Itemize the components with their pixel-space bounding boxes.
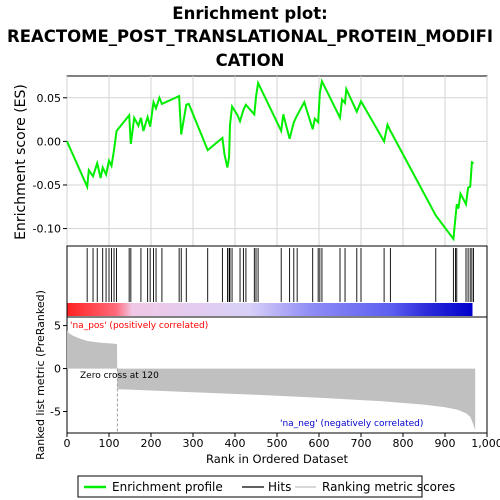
es-y-ticks: 0.05 0.00 -0.05 -0.10 xyxy=(33,92,67,236)
rank-y-ticks: 5 0 -5 xyxy=(50,320,67,419)
zero-cross-label: Zero cross at 120 xyxy=(80,371,159,381)
es-y-axis-label: Enrichment score (ES) xyxy=(13,84,29,240)
chart-title-line1: Enrichment plot: xyxy=(172,4,327,23)
legend-enrichment-label: Enrichment profile xyxy=(112,480,223,494)
ranking-colour-bar xyxy=(67,303,473,316)
rank-y-tick-label: -5 xyxy=(50,406,61,419)
chart-title-line3: CATION xyxy=(216,51,285,70)
x-tick-label: 300 xyxy=(183,437,204,450)
x-tick-label: 100 xyxy=(99,437,120,450)
x-tick-label: 0 xyxy=(64,437,71,450)
es-grid xyxy=(66,76,488,246)
enrichment-profile-line xyxy=(66,78,475,242)
neg-correlated-label: 'na_neg' (negatively correlated) xyxy=(280,419,423,429)
legend-hits-label: Hits xyxy=(268,480,291,494)
ranking-metric-area xyxy=(67,330,476,431)
x-tick-label: 900 xyxy=(435,437,456,450)
x-tick-label: 400 xyxy=(225,437,246,450)
rank-y-tick-label: 5 xyxy=(54,320,61,333)
x-tick-label: 800 xyxy=(393,437,414,450)
x-tick-label: 200 xyxy=(141,437,162,450)
es-y-tick-label: -0.05 xyxy=(33,179,61,192)
es-y-tick-label: 0.00 xyxy=(37,135,62,148)
x-tick-label: 1,000 xyxy=(471,437,500,450)
hit-lines xyxy=(86,248,475,302)
legend: Enrichment profile Hits Ranking metric s… xyxy=(77,475,455,498)
rank-x-ticks: 0 100 200 300 400 500 600 700 800 900 1,000 xyxy=(64,433,500,450)
x-tick-label: 600 xyxy=(309,437,330,450)
x-tick-label: 700 xyxy=(351,437,372,450)
es-y-tick-label: -0.10 xyxy=(33,223,61,236)
hits-panel xyxy=(66,245,488,318)
pos-correlated-label: 'na_pos' (positively correlated) xyxy=(70,321,208,331)
chart-title-line2: REACTOME_POST_TRANSLATIONAL_PROTEIN_MODI… xyxy=(7,27,493,46)
x-tick-label: 500 xyxy=(267,437,288,450)
ranked-list-metric-panel: 5 0 -5 0 100 200 300 400 500 600 700 800 900 1,000 '… xyxy=(50,316,500,450)
enrichment-profile-panel: 0.05 0.00 -0.05 -0.10 xyxy=(33,75,488,247)
legend-ranking-label: Ranking metric scores xyxy=(322,480,455,494)
es-y-tick-label: 0.05 xyxy=(37,92,62,105)
x-axis-label: Rank in Ordered Dataset xyxy=(206,452,349,466)
rank-y-axis-label: Ranked list metric (PreRanked) xyxy=(34,290,47,460)
rank-y-tick-label: 0 xyxy=(54,363,61,376)
